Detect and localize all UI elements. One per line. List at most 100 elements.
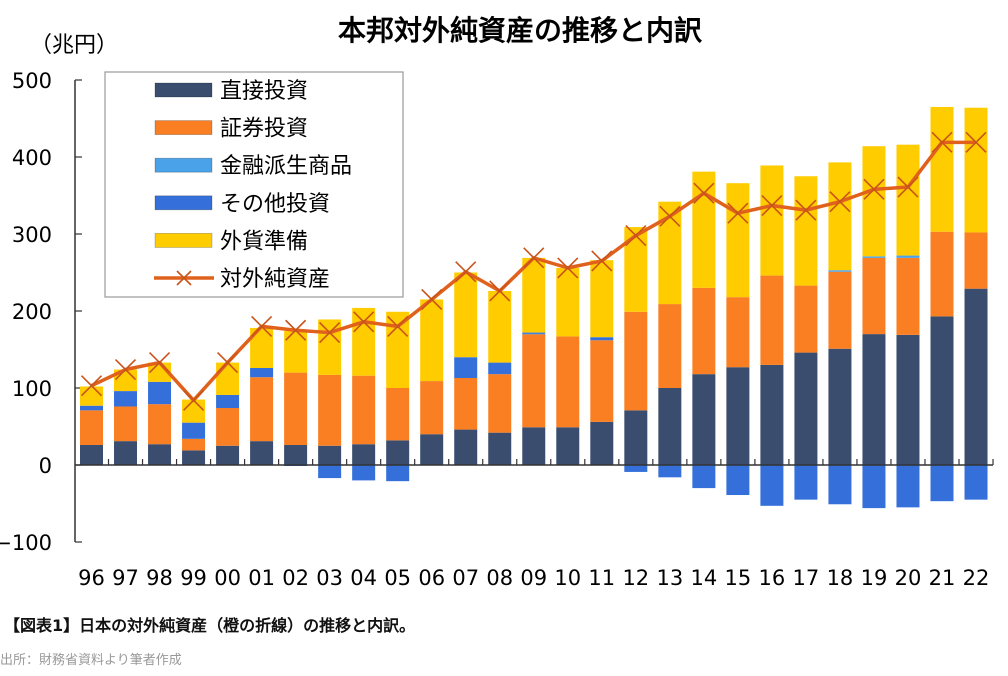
bar-segment-20-0: [896, 334, 920, 465]
bar-segment-19-0: [862, 334, 886, 465]
bar-segment-21-3: [930, 465, 954, 502]
net-assets-line: [80, 131, 987, 411]
x-tick-label: 05: [384, 566, 411, 590]
bar-segment-99-3: [182, 422, 206, 439]
bar-segment-98-1: [148, 404, 172, 445]
bar-segment-07-0: [454, 429, 478, 465]
bar-segment-13-4: [658, 201, 682, 305]
bar-segment-19-3: [862, 465, 886, 509]
bar-segment-06-4: [420, 299, 444, 382]
line-marker-96: [80, 375, 103, 397]
y-tick-label: 500: [12, 69, 52, 93]
y-axis-unit: （兆円）: [30, 33, 118, 58]
bar-segment-02-1: [284, 372, 308, 445]
bar-segment-12-1: [624, 311, 648, 411]
source-note: 出所：財務省資料より筆者作成: [0, 653, 182, 668]
bar-segment-19-2: [862, 256, 886, 258]
line-marker-00: [217, 352, 239, 374]
bar-segment-05-1: [386, 388, 410, 441]
x-tick-label: 12: [622, 566, 649, 590]
line-marker-97: [114, 358, 137, 381]
x-tick-label: 17: [793, 566, 820, 590]
bar-segment-04-4: [352, 307, 376, 376]
line-marker-09: [523, 247, 545, 269]
legend-item-0: 直接投資: [154, 79, 308, 104]
bar-segment-02-0: [284, 444, 308, 465]
line-marker-02: [285, 319, 307, 341]
y-tick-label: 0: [39, 454, 52, 478]
bar-segment-01-0: [250, 441, 274, 465]
line-marker-98: [148, 352, 171, 374]
x-tick-label: 21: [929, 566, 956, 590]
legend-label: 直接投資: [220, 79, 308, 104]
x-tick-label: 08: [486, 566, 513, 590]
bar-segment-13-1: [658, 304, 682, 388]
bar-segment-20-2: [896, 255, 920, 258]
line-marker-08: [489, 280, 511, 302]
bar-segment-09-0: [522, 427, 546, 465]
bar-segment-00-3: [216, 394, 240, 409]
bar-segment-15-1: [726, 297, 750, 368]
bar-segment-14-4: [692, 171, 716, 288]
bar-segment-06-1: [420, 381, 444, 435]
chart: 本邦対外純資産の推移と内訳 （兆円） 5004003002001000−100 …: [0, 14, 994, 590]
bar-segment-15-4: [726, 183, 750, 298]
bar-segment-17-1: [794, 285, 818, 353]
bar-segment-03-1: [318, 374, 342, 446]
line-marker-14: [693, 182, 715, 204]
line-marker-20: [897, 176, 919, 198]
bar-segment-07-3: [454, 357, 478, 378]
bar-segment-96-0: [80, 444, 103, 465]
bar-segment-08-0: [488, 432, 512, 465]
x-tick-label: 19: [861, 566, 888, 590]
bar-segment-10-1: [556, 336, 580, 428]
x-tick-label: 01: [248, 566, 275, 590]
bar-segment-11-0: [590, 421, 614, 465]
line-marker-06: [421, 288, 443, 311]
line-marker-16: [761, 194, 783, 217]
bar-segment-18-2: [828, 270, 852, 272]
bar-segment-05-3: [386, 465, 410, 482]
legend-item-1: 証券投資: [154, 117, 308, 142]
bar-segment-01-4: [250, 327, 274, 368]
bar-segment-98-3: [148, 381, 172, 405]
bar-segment-01-1: [250, 377, 274, 442]
bar-segment-09-1: [522, 334, 546, 428]
bar-segment-08-1: [488, 374, 512, 433]
line-marker-03: [319, 321, 341, 344]
bar-segment-97-1: [114, 406, 138, 442]
legend-label: 証券投資: [220, 117, 308, 142]
x-tick-label: 16: [759, 566, 786, 590]
x-tick-label: 22: [963, 566, 990, 590]
legend-label: その他投資: [220, 192, 330, 217]
bar-segment-12-4: [624, 227, 648, 312]
x-tick-label: 11: [588, 566, 615, 590]
bar-segment-97-0: [114, 441, 138, 465]
x-tick-label: 18: [827, 566, 854, 590]
bar-segment-15-3: [726, 465, 750, 496]
bar-segment-18-1: [828, 271, 852, 349]
bar-segment-18-0: [828, 348, 852, 465]
y-tick-label: 200: [12, 300, 52, 324]
bar-segment-22-3: [964, 465, 988, 500]
bar-segment-21-0: [930, 316, 954, 465]
y-tick-label: 300: [12, 223, 52, 247]
line-marker-13: [659, 205, 681, 227]
line-marker-17: [795, 199, 817, 221]
bar-segment-16-0: [760, 364, 784, 465]
bar-segment-21-1: [930, 231, 954, 317]
bar-segment-20-4: [896, 144, 920, 256]
bar-segment-10-0: [556, 427, 580, 465]
bar-segment-02-4: [284, 331, 308, 373]
x-tick-label: 20: [895, 566, 922, 590]
bar-segment-16-1: [760, 275, 784, 365]
line-marker-07: [455, 261, 477, 283]
legend-item-3: その他投資: [154, 192, 330, 217]
bar-segment-10-4: [556, 267, 580, 337]
bar-segment-96-4: [80, 386, 103, 406]
bar-segment-03-0: [318, 445, 342, 465]
x-tick-label: 07: [452, 566, 479, 590]
bar-segment-18-4: [828, 162, 852, 271]
bar-segment-05-0: [386, 440, 410, 465]
